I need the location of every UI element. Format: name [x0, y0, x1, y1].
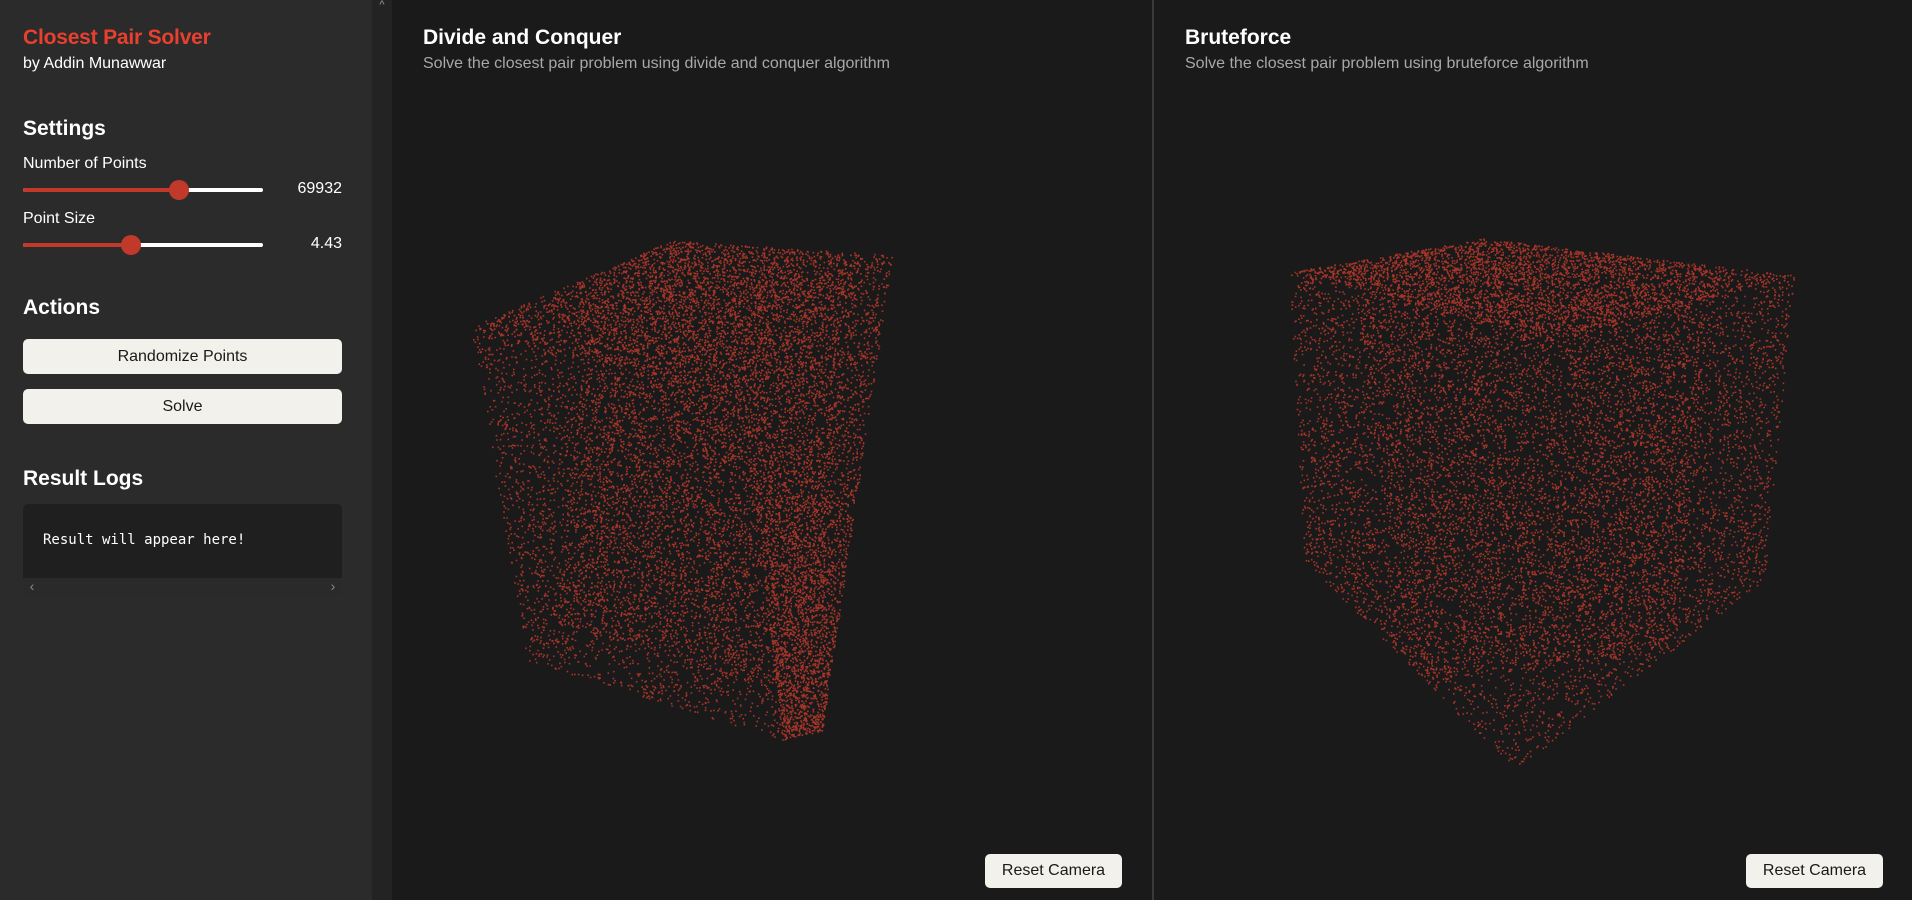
sidebar-scrollbar[interactable]: ^ [372, 0, 392, 900]
chevron-right-icon[interactable]: › [330, 578, 336, 594]
panel-subtitle: Solve the closest pair problem using bru… [1185, 55, 1589, 72]
log-horizontal-scrollbar[interactable]: ‹ › [23, 578, 342, 595]
randomize-points-button[interactable]: Randomize Points [23, 339, 342, 374]
panel-title: Bruteforce [1185, 26, 1292, 49]
slider-track [23, 243, 263, 247]
point-size-label: Point Size [23, 210, 96, 227]
panel-title: Divide and Conquer [423, 26, 622, 49]
chevron-left-icon[interactable]: ‹ [29, 578, 35, 594]
chevron-up-icon[interactable]: ^ [379, 0, 385, 11]
result-logs-heading: Result Logs [23, 467, 144, 490]
slider-thumb[interactable] [121, 235, 141, 255]
point-cloud-canvas[interactable] [392, 0, 1152, 900]
app-title: Closest Pair Solver [23, 26, 211, 49]
point-cloud-canvas[interactable] [1154, 0, 1912, 900]
number-of-points-label: Number of Points [23, 155, 147, 172]
number-of-points-slider[interactable] [23, 180, 263, 200]
bruteforce-panel: Bruteforce Solve the closest pair proble… [1154, 0, 1912, 900]
actions-heading: Actions [23, 296, 101, 319]
panel-subtitle: Solve the closest pair problem using div… [423, 55, 890, 72]
slider-thumb[interactable] [169, 180, 189, 200]
app-author: by Addin Munawwar [23, 55, 167, 72]
result-log-box: Result will appear here! ‹ › [23, 504, 342, 595]
panel-divider [1152, 0, 1154, 900]
point-size-slider[interactable] [23, 235, 263, 255]
slider-fill [23, 188, 179, 192]
reset-camera-button[interactable]: Reset Camera [985, 854, 1122, 888]
divide-and-conquer-panel: Divide and Conquer Solve the closest pai… [392, 0, 1152, 900]
number-of-points-value: 69932 [297, 180, 343, 197]
solve-button[interactable]: Solve [23, 389, 342, 424]
result-log-text: Result will appear here! [43, 532, 246, 548]
reset-camera-button[interactable]: Reset Camera [1746, 854, 1883, 888]
settings-heading: Settings [23, 117, 106, 140]
sidebar: Closest Pair Solver by Addin Munawwar Se… [0, 0, 372, 900]
slider-fill [23, 243, 131, 247]
point-size-value: 4.43 [310, 235, 342, 252]
